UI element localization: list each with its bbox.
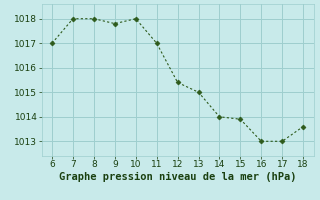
X-axis label: Graphe pression niveau de la mer (hPa): Graphe pression niveau de la mer (hPa) bbox=[59, 172, 296, 182]
